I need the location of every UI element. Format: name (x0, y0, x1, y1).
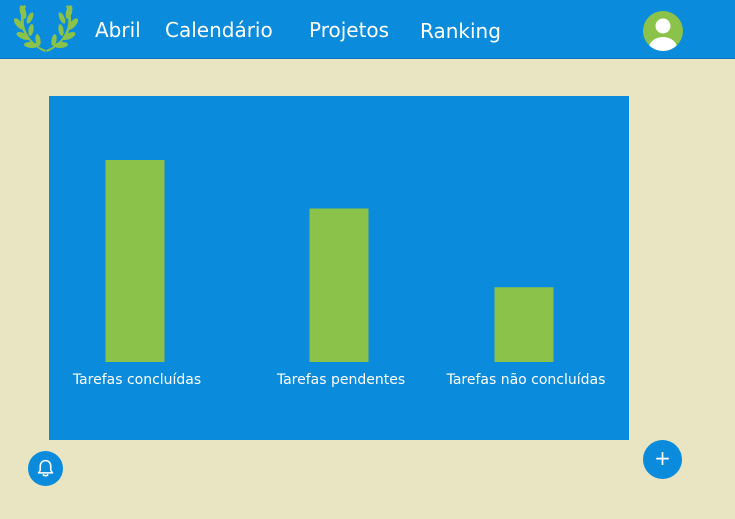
bar-2 (309, 208, 369, 362)
category-label-1: Tarefas concluídas (72, 372, 201, 388)
category-label-3: Tarefas não concluídas (446, 372, 606, 388)
laurel-wreath-icon[interactable] (14, 2, 78, 54)
bell-icon (37, 459, 54, 477)
bar-3 (494, 287, 554, 362)
add-button[interactable]: + (643, 440, 682, 479)
chart-canvas: Tarefas concluídas Tarefas pendentes Taref… (72, 160, 606, 388)
category-label-2: Tarefas pendentes (276, 372, 405, 388)
bar-1 (105, 160, 165, 362)
top-navigation-bar: Abril Calendário Projetos Ranking (0, 0, 735, 59)
tasks-bar-chart: Tarefas concluídas Tarefas pendentes Taref… (49, 96, 629, 440)
nav-calendario[interactable]: Calendário (165, 18, 273, 42)
user-avatar-icon[interactable] (643, 11, 683, 51)
nav-abril[interactable]: Abril (95, 18, 141, 42)
nav-projetos[interactable]: Projetos (309, 18, 390, 42)
plus-icon: + (654, 446, 671, 470)
notifications-button[interactable] (28, 451, 63, 486)
nav-ranking[interactable]: Ranking (420, 19, 501, 43)
